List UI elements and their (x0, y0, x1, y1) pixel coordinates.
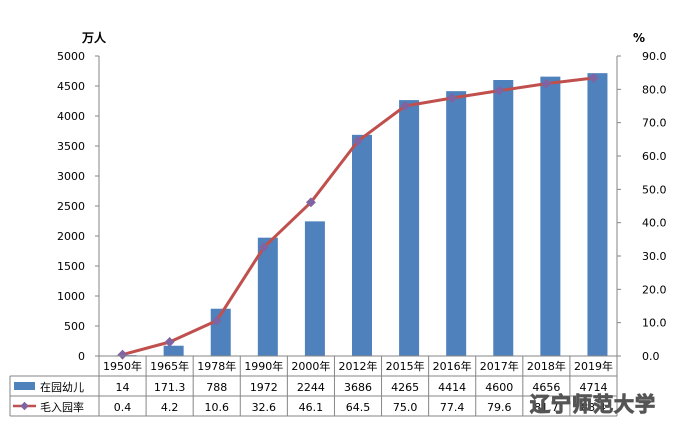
bar (304, 221, 325, 356)
bar-data-label: 4600 (485, 381, 513, 394)
category-label: 2019年 (574, 359, 613, 373)
line-marker (117, 349, 128, 360)
line-data-label: 46.1 (299, 401, 324, 414)
category-label: 2015年 (386, 359, 425, 373)
right-tick-label: 20.0 (642, 283, 667, 296)
category-label: 1950年 (103, 359, 142, 373)
line-data-label: 64.5 (346, 401, 371, 414)
bar (257, 237, 278, 356)
category-label: 2017年 (480, 359, 519, 373)
bar-data-label: 788 (206, 381, 227, 394)
right-tick-label: 0.0 (642, 350, 660, 363)
line-data-label: 79.6 (487, 401, 512, 414)
bar (399, 100, 420, 356)
category-label: 2000年 (291, 359, 330, 373)
bar-data-label: 4714 (579, 381, 607, 394)
category-label: 1978年 (197, 359, 236, 373)
bar-data-label: 14 (116, 381, 130, 394)
line-data-label: 10.6 (204, 401, 229, 414)
bar-data-label: 171.3 (154, 381, 186, 394)
line-marker (258, 242, 269, 253)
bar (587, 73, 608, 356)
axes (98, 56, 618, 356)
line-marker (164, 337, 175, 347)
right-axis-unit: % (633, 31, 645, 45)
line-data-label: 83.4 (581, 401, 606, 414)
data-table: 1950年 1965年 1978年 1990年 2000年 2012年 2015年 2016年… (9, 355, 618, 417)
left-axis-ticks: 0 500 1000 1500 2000 2500 3000 3500 4000 4500 5000 (57, 50, 99, 363)
bar-data-label: 4656 (532, 381, 560, 394)
bar-data-label: 1972 (250, 381, 278, 394)
line-marker (541, 78, 552, 89)
line-data-label: 75.0 (393, 401, 418, 414)
bar-data-label: 4265 (391, 381, 419, 394)
left-tick-label: 3500 (57, 140, 85, 153)
bar (540, 76, 561, 356)
right-tick-label: 60.0 (642, 150, 667, 163)
right-tick-label: 10.0 (642, 317, 667, 330)
line-marker (588, 73, 599, 83)
category-label: 1965年 (150, 359, 189, 373)
right-tick-label: 70.0 (642, 117, 667, 130)
bar-data-label: 3686 (344, 381, 372, 394)
legend-bar-swatch (14, 382, 35, 390)
left-tick-label: 4000 (57, 110, 85, 123)
legend-line-label: 毛入园率 (40, 400, 84, 414)
left-tick-label: 1000 (57, 290, 85, 303)
left-tick-label: 2500 (57, 200, 85, 213)
line-data-label: 4.2 (161, 401, 179, 414)
bar (446, 91, 467, 356)
bar-series (116, 73, 608, 356)
left-tick-label: 500 (64, 320, 85, 333)
bar (493, 80, 514, 356)
left-tick-label: 4500 (57, 80, 85, 93)
right-tick-label: 50.0 (642, 183, 667, 196)
line-data-label: 0.4 (114, 401, 132, 414)
right-tick-label: 40.0 (642, 217, 667, 230)
line-marker (353, 136, 363, 146)
bar-data-label: 2244 (297, 381, 325, 394)
category-label: 2018年 (527, 359, 566, 373)
line-data-label: 77.4 (440, 401, 465, 414)
left-tick-label: 5000 (57, 50, 85, 63)
bar (163, 345, 184, 356)
category-label: 1990年 (244, 359, 283, 373)
right-tick-label: 90.0 (642, 50, 667, 63)
left-tick-label: 1500 (57, 260, 85, 273)
left-tick-label: 2000 (57, 230, 85, 243)
legend-line-marker (20, 401, 29, 411)
left-tick-label: 0 (78, 350, 85, 363)
watermark: 辽宁师范大学 (530, 392, 656, 416)
left-axis-unit: 万人 (81, 30, 107, 45)
bar-data-label: 4414 (438, 381, 466, 394)
right-tick-label: 80.0 (642, 83, 667, 96)
right-axis-ticks: 0.0 10.0 20.0 30.0 40.0 50.0 60.0 70.0 80.0 90.0 (617, 50, 667, 363)
line-marker (211, 315, 222, 326)
legend-bar-label: 在园幼儿 (40, 381, 84, 394)
bar (352, 134, 372, 356)
line-marker (305, 197, 316, 208)
line-data-label: 32.6 (252, 401, 277, 414)
category-label: 2016年 (433, 359, 472, 373)
left-tick-label: 3000 (57, 170, 85, 183)
right-tick-label: 30.0 (642, 250, 667, 263)
line-data-label: 81.7 (534, 401, 559, 414)
category-label: 2012年 (339, 359, 378, 373)
